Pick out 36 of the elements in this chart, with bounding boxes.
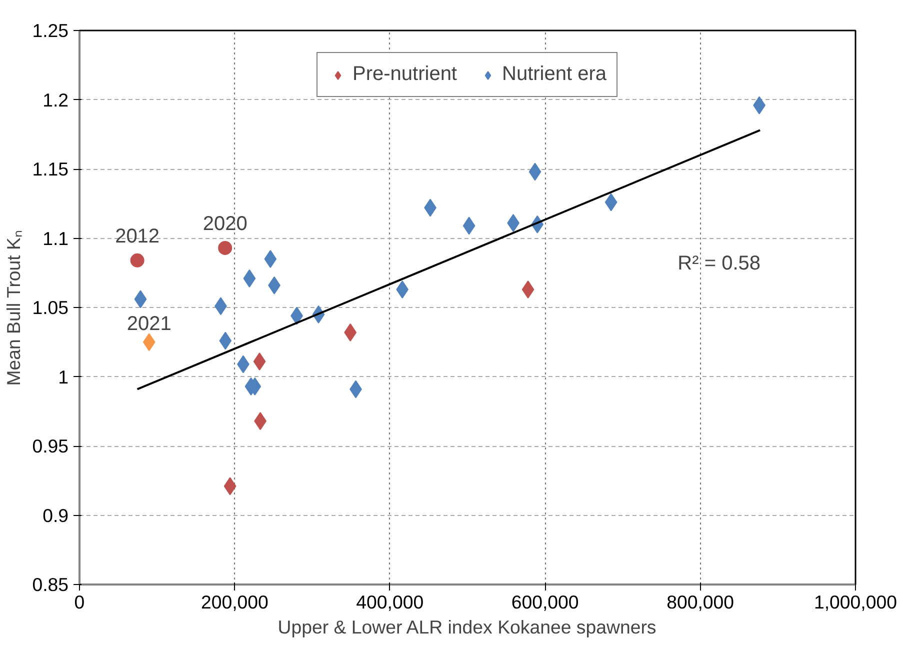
point: [253, 352, 266, 371]
y-tick-label: 0.85: [32, 574, 68, 595]
point: [219, 332, 232, 350]
annotation: R² = 0.58: [678, 252, 761, 274]
annotation: 2021: [126, 313, 172, 336]
point: [134, 290, 147, 308]
y-tick-label: 0.95: [32, 436, 68, 456]
point: [142, 333, 156, 352]
y-tick-label: 1.2: [42, 89, 69, 110]
y-tick-label: 1: [58, 366, 69, 388]
point: [264, 250, 277, 268]
x-tick-label: 400,000: [356, 592, 424, 612]
legend-label: Nutrient era: [502, 63, 606, 86]
point: [462, 216, 476, 235]
y-tick-label: 0.9: [42, 504, 69, 526]
y-tick-label: 1.25: [32, 20, 68, 41]
point: [604, 193, 618, 212]
point: [243, 269, 256, 288]
annotation: 2012: [115, 225, 160, 248]
point: [522, 280, 534, 298]
x-tick-label: 0: [74, 592, 85, 612]
y-tick-label: 1.1: [42, 228, 69, 249]
point: [224, 477, 236, 496]
x-tick-label: 800,000: [666, 592, 734, 612]
x-tick-label: 600,000: [511, 592, 579, 612]
x-tick-label: 1,000,000: [814, 592, 897, 612]
annotation: 2020: [202, 212, 248, 235]
x-tick-label: 200,000: [200, 592, 268, 612]
y-tick-label: 1.15: [32, 158, 68, 180]
legend-label: Pre-nutrient: [352, 63, 457, 86]
y-tick-label: 1.05: [32, 297, 68, 318]
point: [130, 253, 144, 268]
point: [528, 162, 542, 181]
y-axis-title: Mean Bull Trout Kₙ: [3, 230, 24, 386]
x-axis-title: Upper & Lower ALR index Kokanee spawners: [278, 616, 656, 638]
point: [218, 240, 232, 255]
